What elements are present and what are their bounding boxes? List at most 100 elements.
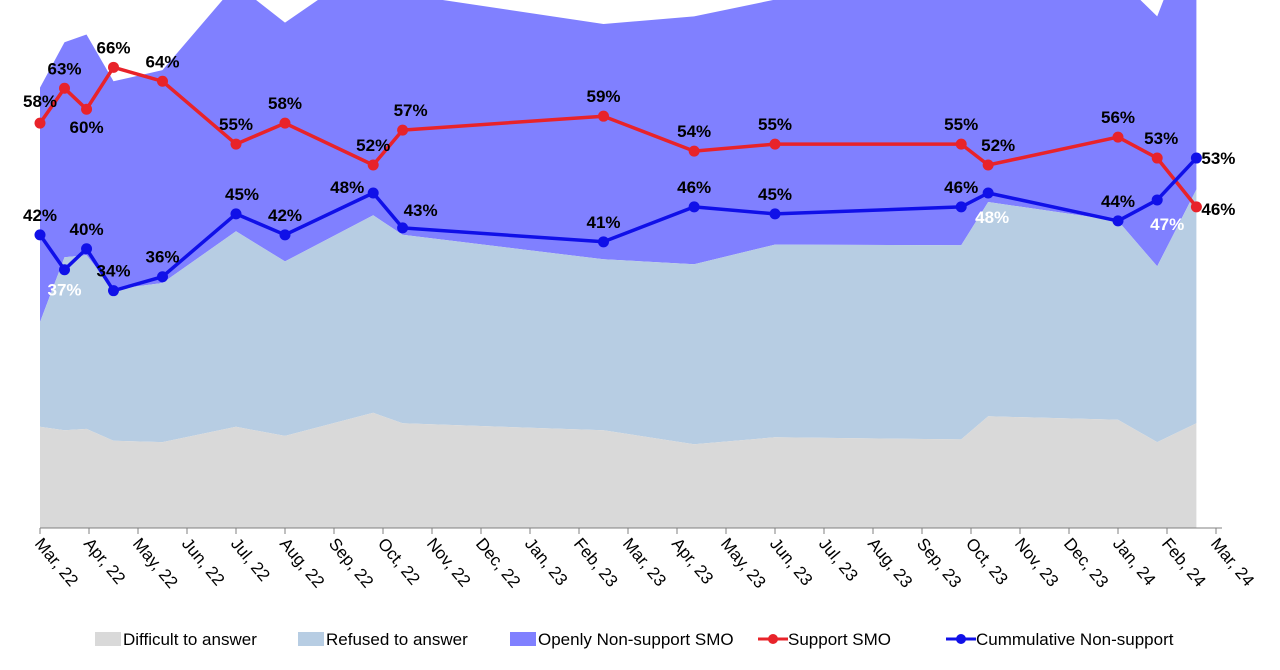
x-tick-label: Mar, 23: [619, 534, 670, 590]
point-support-smo: [157, 75, 168, 87]
x-tick-label: Dec, 22: [472, 534, 524, 591]
data-label-support-smo: 58%: [268, 94, 302, 113]
point-support-smo: [108, 61, 119, 73]
data-label-support-smo: 46%: [1201, 200, 1235, 219]
point-support-smo: [955, 138, 967, 150]
x-tick-label: Apr, 23: [668, 534, 717, 587]
point-support-smo: [279, 117, 291, 129]
x-tick-label: Jan, 23: [521, 534, 571, 589]
point-support-smo: [34, 117, 46, 129]
point-support-smo: [1112, 131, 1124, 143]
point-cummulative-non-support: [397, 222, 409, 234]
point-support-smo: [1190, 201, 1202, 213]
point-cummulative-non-support: [279, 229, 291, 241]
x-tick-label: Oct, 22: [374, 534, 424, 588]
point-cummulative-non-support: [955, 201, 967, 213]
data-label-cummulative-non-support: 42%: [23, 206, 57, 225]
point-cummulative-non-support: [59, 264, 70, 276]
point-cummulative-non-support: [230, 208, 242, 220]
data-label-support-smo: 55%: [758, 115, 792, 134]
x-tick-label: Jun, 23: [766, 534, 816, 589]
data-label-cummulative-non-support: 45%: [225, 185, 259, 204]
data-label-cummulative-non-support: 43%: [404, 201, 438, 220]
data-label-support-smo: 58%: [23, 92, 57, 111]
data-label-cummulative-non-support: 41%: [586, 213, 620, 232]
data-label-cummulative-non-support: 42%: [268, 206, 302, 225]
data-label-cummulative-non-support: 36%: [145, 248, 179, 267]
point-cummulative-non-support: [1151, 194, 1163, 206]
legend-marker-support-smo: [768, 634, 778, 644]
point-cummulative-non-support: [34, 229, 46, 241]
point-support-smo: [59, 82, 70, 94]
point-cummulative-non-support: [598, 236, 609, 248]
data-label-support-smo: 64%: [145, 52, 179, 71]
legend-label-refused-to-answer: Refused to answer: [326, 630, 468, 649]
point-cummulative-non-support: [982, 187, 994, 199]
point-cummulative-non-support: [769, 208, 781, 220]
data-label-cummulative-non-support: 48%: [330, 178, 364, 197]
x-tick-label: May, 23: [717, 534, 770, 592]
x-tick-label: Jan, 24: [1109, 534, 1159, 589]
point-cummulative-non-support: [1112, 215, 1124, 227]
data-label-support-smo: 52%: [981, 136, 1015, 155]
data-label-cummulative-non-support: 44%: [1101, 192, 1135, 211]
x-tick-label: May, 22: [129, 534, 182, 592]
x-tick-label: Jun, 22: [178, 534, 228, 589]
x-tick-label: Dec, 23: [1060, 534, 1112, 591]
x-tick-label: Nov, 23: [1011, 534, 1062, 590]
point-support-smo: [598, 110, 609, 122]
x-tick-label: Mar, 24: [1207, 534, 1258, 590]
point-support-smo: [367, 159, 379, 171]
point-cummulative-non-support: [108, 285, 119, 297]
legend-swatch-difficult-to-answer: [95, 632, 121, 646]
data-label-cummulative-non-support: 47%: [1150, 215, 1184, 234]
data-label-support-smo: 53%: [1144, 129, 1178, 148]
point-cummulative-non-support: [81, 243, 93, 255]
x-tick-label: Jul, 23: [815, 534, 862, 585]
point-support-smo: [688, 145, 700, 157]
x-tick-label: Mar, 22: [31, 534, 82, 590]
legend-label-cummulative-non-support: Cummulative Non-support: [976, 630, 1174, 649]
data-label-support-smo: 52%: [356, 136, 390, 155]
legend-label-difficult-to-answer: Difficult to answer: [123, 630, 257, 649]
data-label-cummulative-non-support: 40%: [70, 220, 104, 239]
data-label-cummulative-non-support: 53%: [1201, 149, 1235, 168]
data-label-support-smo: 63%: [47, 59, 81, 78]
point-support-smo: [1151, 152, 1163, 164]
x-tick-label: Aug, 22: [276, 534, 328, 591]
x-tick-label: Jul, 22: [227, 534, 274, 585]
data-label-support-smo: 59%: [586, 87, 620, 106]
point-support-smo: [81, 103, 93, 115]
data-label-cummulative-non-support: 37%: [47, 281, 81, 300]
x-tick-label: Oct, 23: [962, 534, 1012, 588]
data-label-support-smo: 54%: [677, 122, 711, 141]
point-cummulative-non-support: [1190, 152, 1202, 164]
data-label-cummulative-non-support: 48%: [975, 208, 1009, 227]
point-support-smo: [397, 124, 409, 136]
legend-swatch-refused-to-answer: [298, 632, 324, 646]
data-label-cummulative-non-support: 34%: [96, 262, 130, 281]
data-label-support-smo: 56%: [1101, 108, 1135, 127]
area-openly-non-support-smo: [40, 0, 1197, 323]
data-label-support-smo: 66%: [96, 38, 130, 57]
data-label-support-smo: 60%: [70, 118, 104, 137]
point-cummulative-non-support: [367, 187, 379, 199]
x-tick-label: Sep, 22: [325, 534, 377, 591]
legend-marker-cummulative-non-support: [956, 634, 966, 644]
area-difficult-to-answer: [40, 412, 1197, 528]
data-label-cummulative-non-support: 45%: [758, 185, 792, 204]
point-support-smo: [230, 138, 242, 150]
point-support-smo: [769, 138, 781, 150]
data-label-support-smo: 55%: [219, 115, 253, 134]
x-tick-label: Nov, 22: [423, 534, 474, 590]
data-label-support-smo: 57%: [394, 101, 428, 120]
data-label-cummulative-non-support: 46%: [677, 178, 711, 197]
x-tick-label: Feb, 23: [570, 534, 622, 590]
x-tick-label: Aug, 23: [864, 534, 916, 591]
point-cummulative-non-support: [157, 271, 168, 283]
legend-label-support-smo: Support SMO: [788, 630, 891, 649]
point-support-smo: [982, 159, 994, 171]
data-label-support-smo: 55%: [944, 115, 978, 134]
